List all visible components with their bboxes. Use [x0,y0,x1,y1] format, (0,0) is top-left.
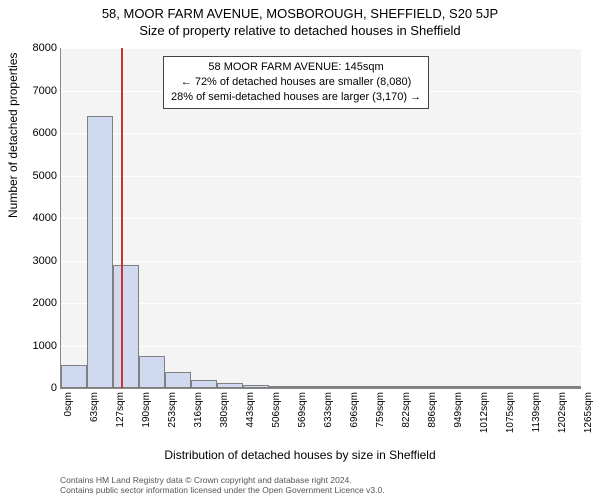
histogram-bar [347,386,373,388]
gridline [61,303,581,304]
x-tick-label: 822sqm [401,392,412,452]
credits-line-1: Contains HM Land Registry data © Crown c… [60,475,385,486]
annotation-line-1: 58 MOOR FARM AVENUE: 145sqm [171,60,421,75]
histogram-bar [451,386,477,388]
y-tick-label: 7000 [17,85,57,97]
histogram-bar [555,386,581,388]
histogram-bar [61,365,87,388]
gridline [61,261,581,262]
histogram-bar [113,265,139,388]
credits: Contains HM Land Registry data © Crown c… [60,475,385,496]
x-tick-label: 316sqm [193,392,204,452]
y-tick-label: 8000 [17,42,57,54]
credits-line-2: Contains public sector information licen… [60,485,385,496]
x-tick-label: 127sqm [115,392,126,452]
histogram-bar [217,383,243,388]
y-tick-label: 4000 [17,212,57,224]
histogram-bar [295,386,321,388]
x-tick-label: 1012sqm [479,392,490,452]
y-tick-label: 0 [17,382,57,394]
gridline [61,48,581,49]
chart-container: 58, MOOR FARM AVENUE, MOSBOROUGH, SHEFFI… [0,0,600,500]
histogram-bar [269,386,295,388]
plot-area: 58 MOOR FARM AVENUE: 145sqm ← 72% of det… [60,48,581,389]
x-tick-label: 0sqm [63,392,74,452]
annotation-box: 58 MOOR FARM AVENUE: 145sqm ← 72% of det… [163,56,429,109]
annotation-line-3: 28% of semi-detached houses are larger (… [171,90,421,105]
y-tick-label: 2000 [17,297,57,309]
x-tick-label: 759sqm [375,392,386,452]
x-tick-label: 569sqm [297,392,308,452]
histogram-bar [529,386,555,388]
histogram-bar [139,356,165,388]
histogram-bar [321,386,347,388]
x-tick-label: 1139sqm [531,392,542,452]
address-title: 58, MOOR FARM AVENUE, MOSBOROUGH, SHEFFI… [0,0,600,21]
histogram-bar [503,386,529,388]
x-tick-label: 63sqm [89,392,100,452]
x-tick-label: 253sqm [167,392,178,452]
gridline [61,176,581,177]
histogram-bar [477,386,503,388]
x-tick-label: 506sqm [271,392,282,452]
x-tick-label: 1202sqm [557,392,568,452]
x-tick-label: 1265sqm [583,392,594,452]
histogram-bar [399,386,425,388]
subtitle: Size of property relative to detached ho… [0,21,600,38]
histogram-bar [373,386,399,388]
y-tick-label: 1000 [17,340,57,352]
x-tick-label: 1075sqm [505,392,516,452]
gridline [61,133,581,134]
x-tick-label: 696sqm [349,392,360,452]
gridline [61,346,581,347]
reference-line [121,48,123,388]
y-tick-label: 6000 [17,127,57,139]
histogram-bar [165,372,191,388]
histogram-bar [243,385,269,388]
annotation-line-2: ← 72% of detached houses are smaller (8,… [171,75,421,90]
histogram-bar [425,386,451,388]
x-tick-label: 949sqm [453,392,464,452]
x-tick-label: 380sqm [219,392,230,452]
histogram-bar [87,116,113,388]
histogram-bar [191,380,217,388]
x-tick-label: 633sqm [323,392,334,452]
gridline [61,218,581,219]
x-tick-label: 443sqm [245,392,256,452]
x-tick-label: 190sqm [141,392,152,452]
y-tick-label: 3000 [17,255,57,267]
y-tick-label: 5000 [17,170,57,182]
x-tick-label: 886sqm [427,392,438,452]
